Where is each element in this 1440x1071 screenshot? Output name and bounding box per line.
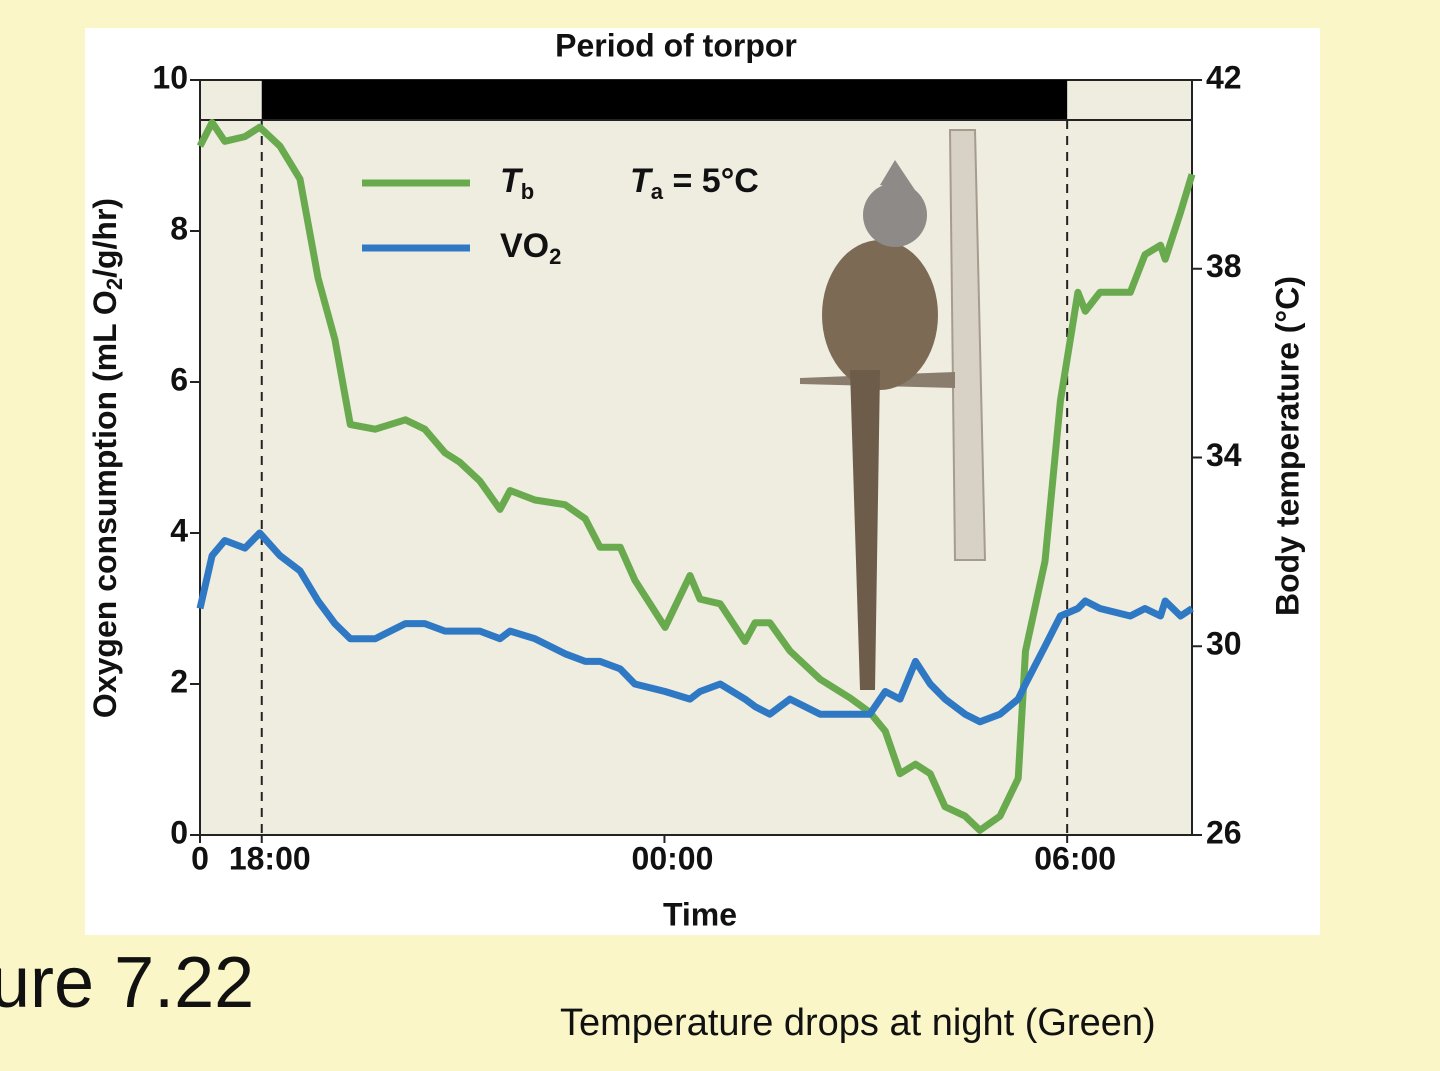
y2-tick-label: 42 (1206, 59, 1242, 95)
bird-head (863, 183, 927, 247)
series-line (196, 529, 1194, 726)
y-tick-label: 0 (170, 814, 188, 850)
y2-tick-label: 26 (1206, 814, 1242, 850)
y2-axis-label: Body temperature (°C) (1269, 276, 1305, 616)
legend-label: VO2 (500, 227, 561, 269)
annotation-main: T (630, 162, 654, 200)
y-tick-label: 10 (152, 59, 188, 95)
legend-label: Tb (500, 162, 534, 204)
y-axis-label-sub: 2 (102, 278, 127, 290)
bird-tail (850, 370, 880, 690)
y-tick-label: 2 (170, 663, 188, 699)
x-tick-label: 0 (191, 840, 209, 876)
slide-title: ure 7.22 (0, 943, 254, 1023)
y-tick-label: 6 (170, 361, 188, 397)
legend-label-sub: 2 (549, 244, 561, 269)
tree-trunk (948, 129, 987, 561)
x-tick-label: 00:00 (632, 840, 714, 876)
plot-area (199, 79, 1193, 836)
legend-label-sub: b (521, 179, 534, 204)
annotation: Ta = 5°C (630, 162, 759, 204)
y-axis-label-main: Oxygen consumption (mL O (87, 290, 123, 718)
y-axis-label-rest: /g/hr) (87, 198, 123, 278)
y2-tick-label: 34 (1206, 437, 1242, 473)
series-line (196, 119, 1196, 834)
legend-label-main: T (500, 162, 524, 200)
legend-label-main: VO (500, 227, 549, 265)
chart-title: Period of torpor (555, 27, 797, 63)
y-axis-label: Oxygen consumption (mL O2/g/hr) (87, 198, 126, 718)
annotation-rest: = 5°C (663, 162, 759, 200)
bird-crest (880, 160, 915, 190)
bird-body (822, 240, 938, 390)
y2-tick-label: 38 (1206, 248, 1242, 284)
torpor-bar (261, 80, 1068, 120)
x-axis-label: Time (663, 896, 737, 932)
y-tick-label: 4 (170, 512, 188, 548)
y2-tick-label: 30 (1206, 626, 1242, 662)
y-tick-label: 8 (170, 210, 188, 246)
caption: Temperature drops at night (Green) (560, 1002, 1156, 1044)
bird-illustration (800, 129, 987, 690)
annotation-sub: a (651, 179, 664, 204)
x-tick-label: 18:00 (229, 840, 311, 876)
x-tick-label: 06:00 (1034, 840, 1116, 876)
